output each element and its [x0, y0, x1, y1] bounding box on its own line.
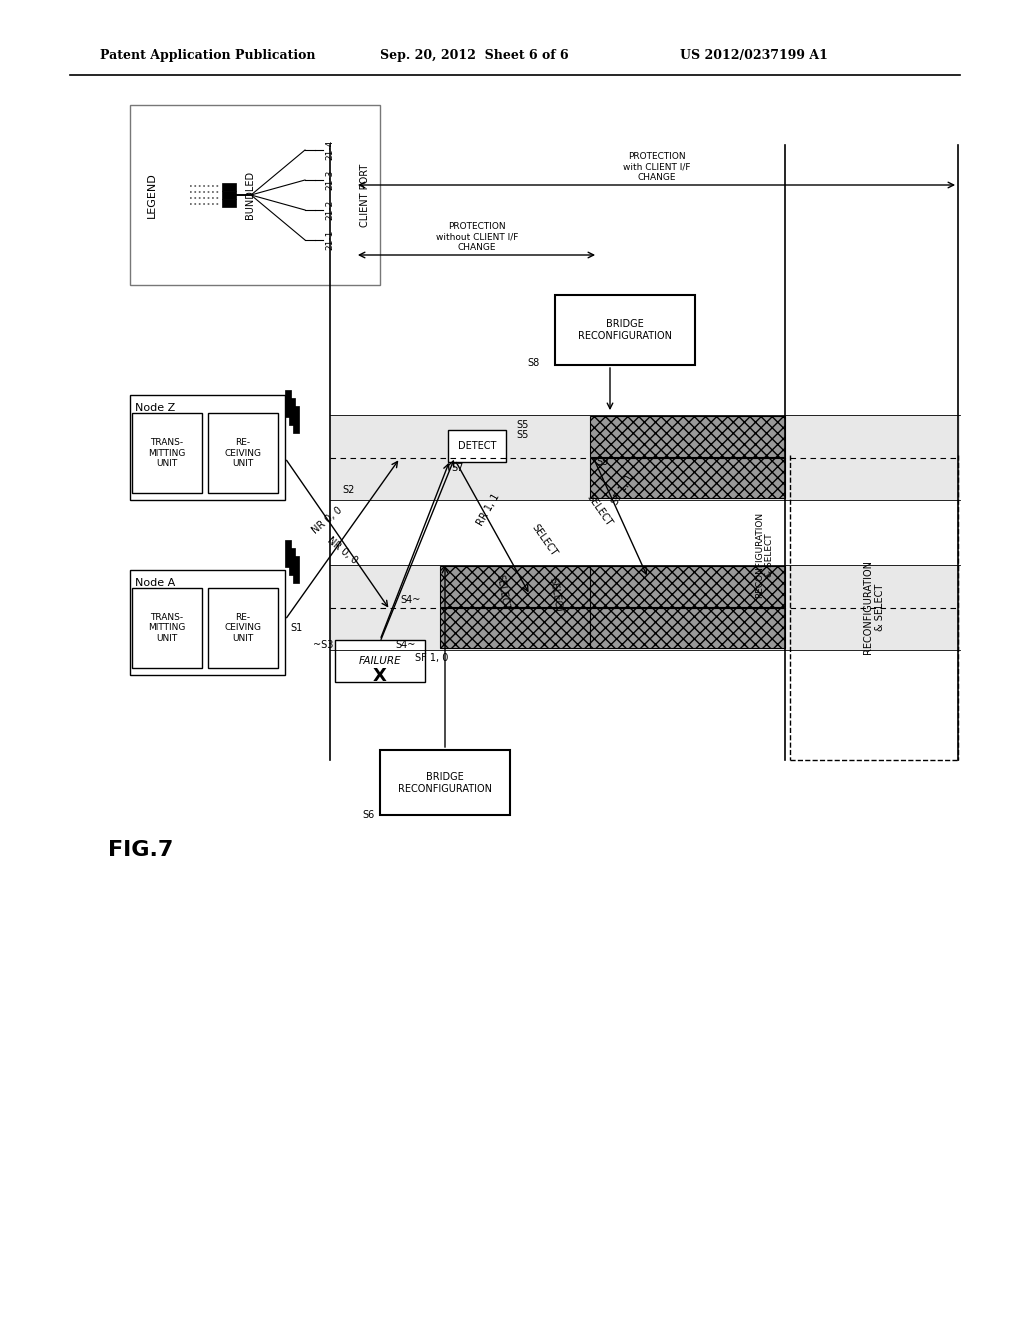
Bar [335, 640, 425, 682]
Text: Node Z: Node Z [135, 403, 175, 413]
Bar [330, 414, 961, 500]
Text: PROTECTION
without CLIENT I/F
CHANGE: PROTECTION without CLIENT I/F CHANGE [436, 222, 518, 252]
Text: US 2012/0237199 A1: US 2012/0237199 A1 [680, 49, 827, 62]
Bar [130, 395, 285, 500]
Bar [208, 413, 278, 492]
Text: S9: S9 [596, 457, 608, 467]
Text: SELECT: SELECT [530, 523, 559, 558]
Text: 21-1: 21-1 [325, 230, 334, 251]
Bar [555, 294, 695, 366]
Bar [440, 607, 640, 648]
Bar [293, 405, 299, 433]
Text: Patent Application Publication: Patent Application Publication [100, 49, 315, 62]
Text: RECONFIGURATION
& SELECT: RECONFIGURATION & SELECT [755, 512, 774, 598]
Bar [590, 566, 785, 606]
Bar [289, 397, 295, 425]
Bar [222, 183, 236, 191]
Text: DETECT: DETECT [458, 441, 497, 451]
Bar [132, 587, 202, 668]
Text: BUNDLED: BUNDLED [245, 170, 255, 219]
Text: S1: S1 [290, 623, 302, 634]
Text: NR 0, 0: NR 0, 0 [310, 504, 344, 536]
Bar [590, 607, 785, 648]
Bar [222, 191, 236, 199]
Bar [440, 566, 640, 606]
Text: S4~: S4~ [395, 640, 416, 649]
Text: S6: S6 [362, 810, 375, 820]
Text: NR 0, 0: NR 0, 0 [325, 535, 358, 565]
Text: Node A: Node A [135, 578, 175, 587]
Text: SELECT: SELECT [547, 576, 563, 614]
Text: FIG.7: FIG.7 [108, 840, 173, 861]
Text: RE-
CEIVING
UNIT: RE- CEIVING UNIT [224, 612, 261, 643]
Bar [449, 430, 506, 462]
Text: LEGEND: LEGEND [147, 172, 157, 218]
Text: SF 1, 0: SF 1, 0 [415, 653, 449, 663]
Text: 21-2: 21-2 [325, 199, 334, 220]
Bar [222, 199, 236, 207]
Bar [285, 540, 291, 568]
Bar [208, 587, 278, 668]
Text: SELECT: SELECT [494, 573, 510, 611]
Text: BRIDGE
RECONFIGURATION: BRIDGE RECONFIGURATION [398, 772, 492, 793]
Text: S8: S8 [527, 358, 540, 368]
Text: S5: S5 [516, 420, 528, 430]
Text: RR 1, 1: RR 1, 1 [475, 492, 502, 528]
Text: TRANS-
MITTING
UNIT: TRANS- MITTING UNIT [148, 438, 185, 467]
Text: CLIENT PORT: CLIENT PORT [360, 164, 370, 227]
Text: SELECT: SELECT [585, 492, 614, 528]
Bar [380, 750, 510, 814]
Text: RECONFIGURATION
& SELECT: RECONFIGURATION & SELECT [863, 561, 885, 655]
Text: S2: S2 [343, 484, 355, 495]
Text: RE-
CEIVING
UNIT: RE- CEIVING UNIT [224, 438, 261, 467]
Bar [590, 458, 785, 498]
Text: 21-3: 21-3 [325, 170, 334, 190]
Text: PROTECTION
with CLIENT I/F
CHANGE: PROTECTION with CLIENT I/F CHANGE [624, 152, 691, 182]
Bar [293, 556, 299, 583]
Bar [132, 413, 202, 492]
Text: S4~: S4~ [400, 595, 421, 605]
Text: ~S3: ~S3 [312, 640, 333, 649]
Text: S7: S7 [452, 463, 464, 473]
Text: 21-4: 21-4 [325, 140, 334, 160]
Text: Sep. 20, 2012  Sheet 6 of 6: Sep. 20, 2012 Sheet 6 of 6 [380, 49, 568, 62]
Bar [285, 389, 291, 417]
Text: X: X [373, 667, 387, 685]
Text: SF 1, 1: SF 1, 1 [610, 473, 635, 507]
Text: BRIDGE
RECONFIGURATION: BRIDGE RECONFIGURATION [578, 319, 672, 341]
Text: TRANS-
MITTING
UNIT: TRANS- MITTING UNIT [148, 612, 185, 643]
Text: S5: S5 [516, 430, 528, 440]
Bar [330, 565, 961, 649]
Bar [289, 548, 295, 576]
Bar [590, 416, 785, 457]
Bar [130, 106, 380, 285]
Text: FAILURE: FAILURE [358, 656, 401, 667]
Bar [130, 570, 285, 675]
